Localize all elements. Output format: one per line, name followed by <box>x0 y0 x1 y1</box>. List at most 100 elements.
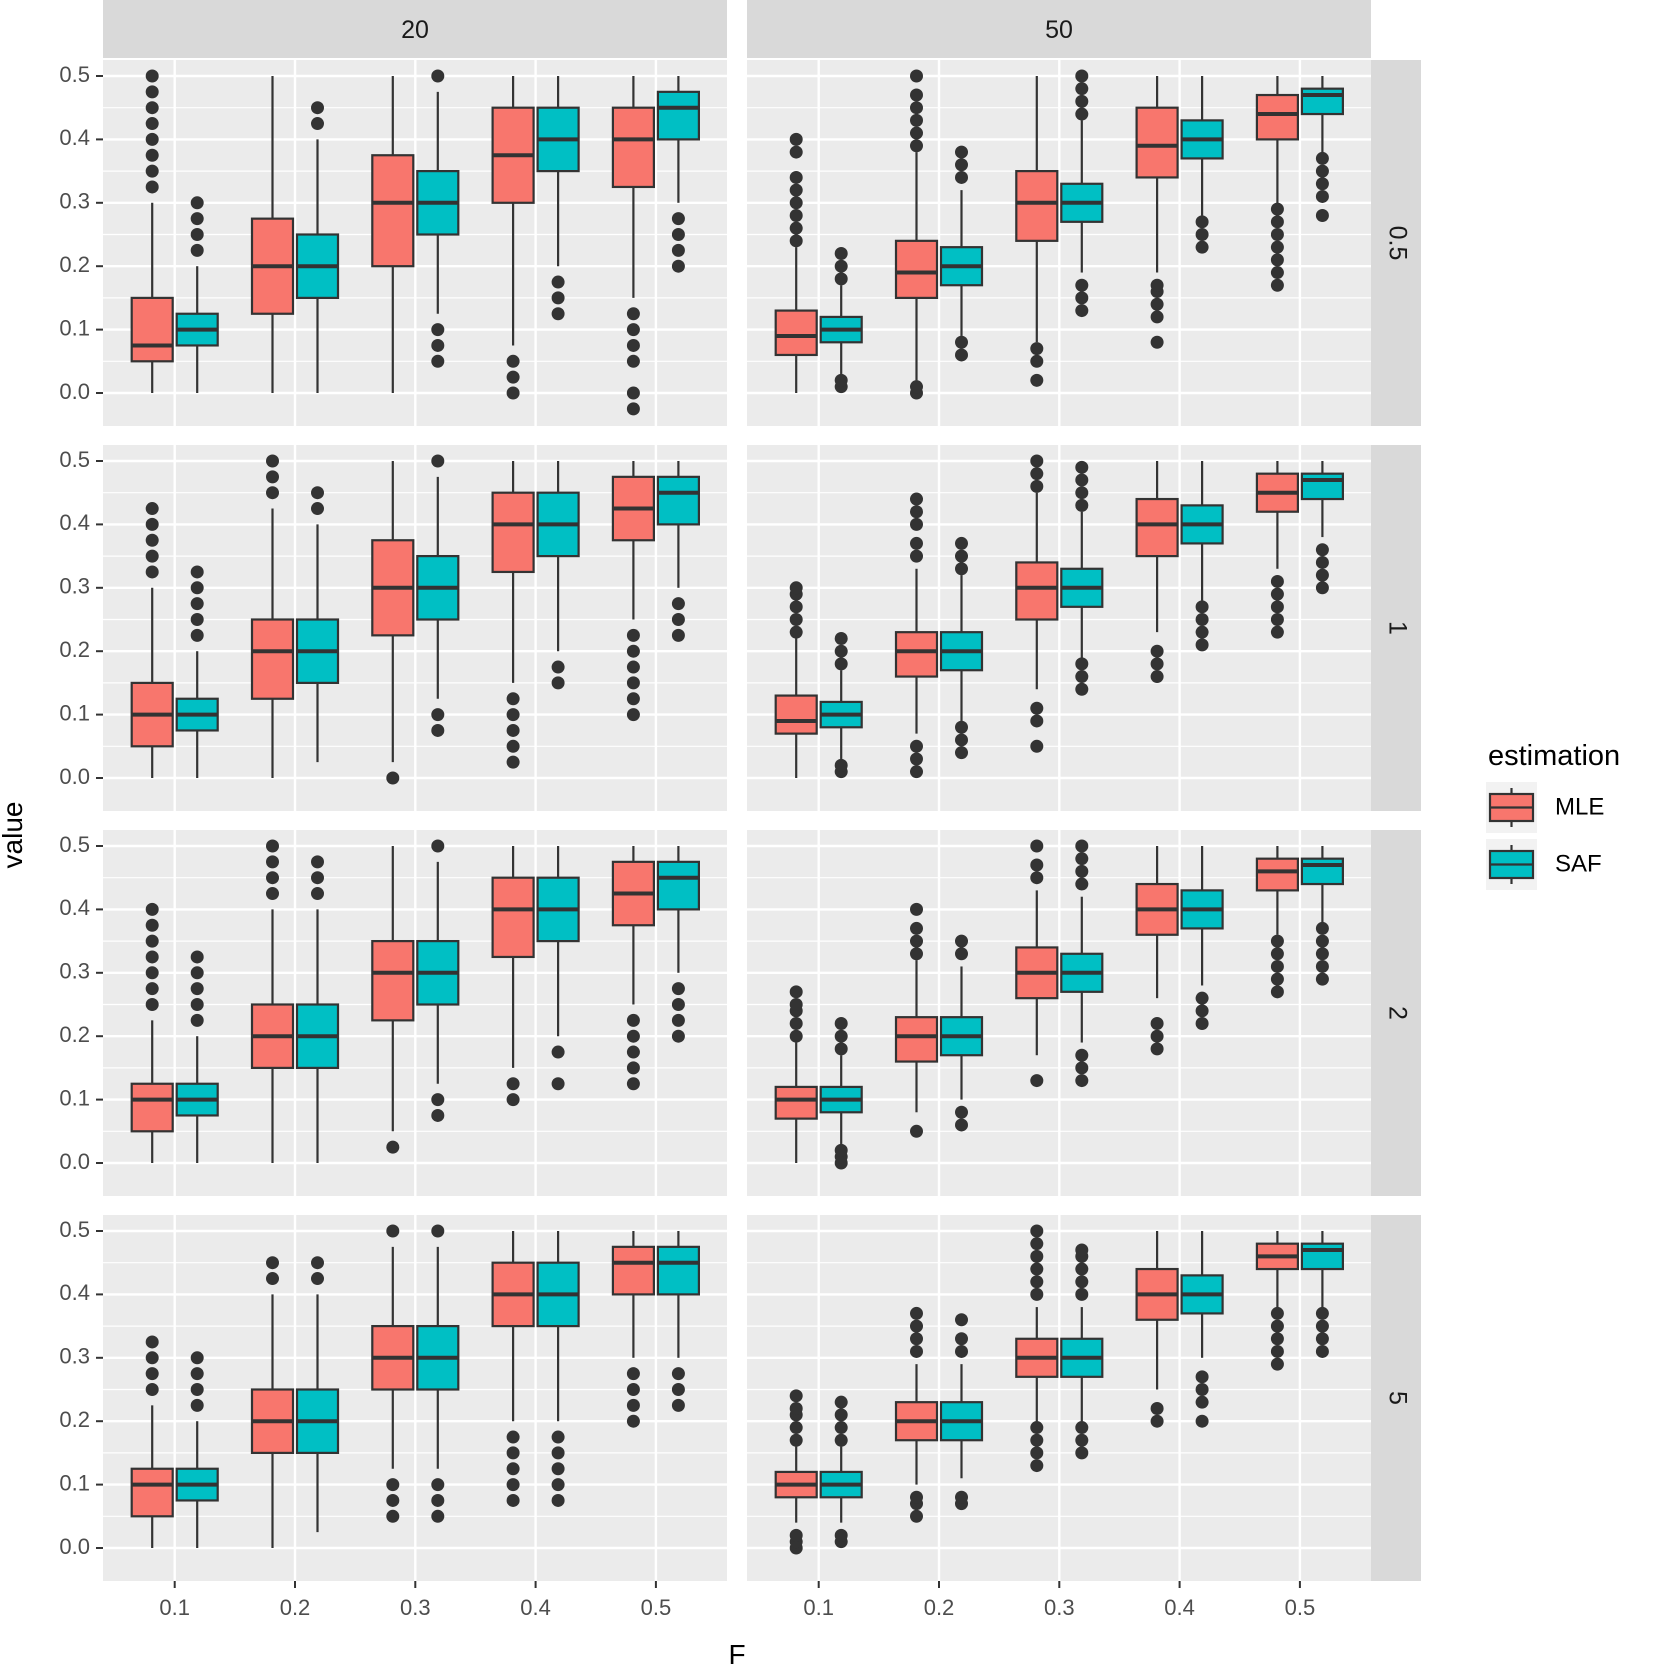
saf-outlier <box>1075 1074 1089 1088</box>
legend-keys: MLE SAF <box>1486 782 1604 890</box>
mle-outlier <box>910 1306 923 1320</box>
mle-outlier <box>145 533 159 547</box>
panels-layer <box>103 60 1371 1581</box>
mle-box <box>130 1467 174 1518</box>
mle-outlier <box>1270 266 1284 280</box>
mle-outlier <box>506 692 520 706</box>
saf-outlier <box>1075 107 1089 121</box>
mle-outlier <box>626 692 640 706</box>
saf-outlier <box>1195 613 1209 626</box>
y-tick-label: 0.0 <box>59 764 90 789</box>
mle-outlier <box>1270 215 1284 229</box>
x-tick-label: 0.3 <box>400 1595 431 1620</box>
mle-outlier <box>386 1224 400 1238</box>
mle-outlier <box>266 839 279 853</box>
saf-outlier <box>190 1013 204 1027</box>
mle-box <box>1135 497 1179 558</box>
legend-title: estimation <box>1488 740 1620 772</box>
saf-outlier <box>671 613 685 626</box>
mle-outlier <box>145 902 159 916</box>
saf-outlier <box>431 708 445 722</box>
y-tick-label: 0.5 <box>59 832 90 857</box>
mle-outlier <box>506 1093 520 1107</box>
saf-outlier <box>431 1108 445 1122</box>
mle-outlier <box>145 998 159 1011</box>
saf-outlier <box>1315 947 1329 961</box>
saf-outlier <box>1195 215 1209 229</box>
mle-outlier <box>1270 202 1284 216</box>
saf-outlier <box>190 228 204 241</box>
mle-outlier <box>910 934 923 948</box>
mle-outlier <box>626 708 640 722</box>
mle-outlier <box>386 1509 400 1523</box>
saf-outlier <box>955 1313 968 1327</box>
saf-box <box>656 860 701 911</box>
facet-strip-row <box>1371 830 1421 1196</box>
saf-outlier <box>431 338 445 352</box>
saf-outlier <box>834 632 848 646</box>
mle-outlier <box>1270 600 1284 614</box>
saf-outlier <box>431 1509 445 1523</box>
saf-outlier <box>1195 228 1209 241</box>
mle-outlier <box>1150 1029 1164 1043</box>
mle-outlier <box>266 486 279 500</box>
y-axes: 0.0 0.1 0.2 0.3 0.4 0.5 0.0 0.1 0.2 0.3 0.4 0.5 0.0 0… <box>59 62 103 1559</box>
mle-outlier <box>266 470 279 484</box>
saf-outlier <box>551 291 565 305</box>
saf-outlier <box>1075 657 1089 671</box>
mle-outlier <box>1150 670 1164 684</box>
saf-outlier <box>1315 568 1329 582</box>
y-tick-label: 0.5 <box>59 62 90 87</box>
mle-outlier <box>506 1077 520 1091</box>
saf-outlier <box>1075 291 1089 305</box>
saf-outlier <box>431 1478 445 1492</box>
mle-outlier <box>1030 1421 1044 1435</box>
saf-outlier <box>431 839 445 853</box>
saf-outlier <box>551 307 565 321</box>
mle-outlier <box>789 613 803 626</box>
saf-outlier <box>834 644 848 658</box>
saf-outlier <box>1075 1061 1089 1075</box>
mle-outlier <box>1030 1433 1044 1447</box>
saf-outlier <box>190 1351 204 1365</box>
saf-outlier <box>190 1367 204 1381</box>
mle-box <box>774 694 818 735</box>
saf-outlier <box>834 1017 848 1031</box>
mle-outlier <box>789 625 803 639</box>
facet-strips: 20 50 0.5 1 2 5 <box>103 0 1421 1581</box>
mle-outlier <box>910 1332 923 1346</box>
mle-outlier <box>789 170 803 184</box>
saf-outlier <box>1315 934 1329 948</box>
mle-outlier <box>626 1045 640 1059</box>
y-tick-label: 0.1 <box>59 700 90 725</box>
saf-outlier <box>834 373 848 387</box>
panel-5-50 <box>774 1224 1345 1555</box>
mle-outlier <box>910 505 923 519</box>
saf-outlier <box>311 486 324 500</box>
mle-outlier <box>1150 1042 1164 1056</box>
y-tick-label: 0.4 <box>59 510 90 535</box>
saf-outlier <box>1315 581 1329 595</box>
mle-outlier <box>1150 335 1164 349</box>
saf-outlier <box>955 1344 968 1358</box>
facet-strip-col-label: 20 <box>401 16 429 44</box>
mle-outlier <box>910 921 923 935</box>
saf-outlier <box>1075 1421 1089 1435</box>
mle-outlier <box>145 101 159 115</box>
mle-outlier <box>626 307 640 321</box>
mle-outlier <box>506 370 520 384</box>
x-tick-label: 0.3 <box>1044 1595 1075 1620</box>
saf-outlier <box>431 354 445 368</box>
saf-outlier <box>551 1077 565 1091</box>
panel-5-20 <box>130 1224 701 1548</box>
mle-box <box>491 876 535 959</box>
mle-outlier <box>1150 657 1164 671</box>
saf-outlier <box>955 562 968 576</box>
saf-outlier <box>1315 189 1329 203</box>
mle-outlier <box>145 1351 159 1365</box>
mle-outlier <box>910 88 923 102</box>
saf-outlier <box>551 1462 565 1476</box>
mle-outlier <box>145 565 159 579</box>
mle-outlier <box>626 1367 640 1381</box>
saf-outlier <box>1315 1306 1329 1320</box>
